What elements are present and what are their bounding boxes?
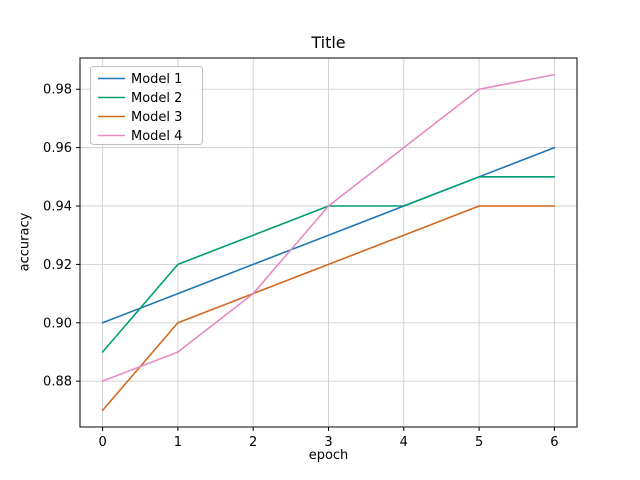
x-tick-label: 3 [324, 435, 332, 450]
y-tick-label: 0.88 [43, 375, 72, 390]
y-tick-label: 0.96 [43, 141, 72, 156]
x-tick-label: 0 [98, 435, 106, 450]
legend-label: Model 2 [131, 91, 182, 106]
tick-labels: 0 1 2 3 4 5 6 0.88 0.90 0.92 0.94 0.96 0.98 [43, 83, 559, 450]
legend-label: Model 3 [131, 110, 182, 125]
x-tick-label: 2 [249, 435, 257, 450]
y-tick-label: 0.90 [43, 316, 72, 331]
x-tick-label: 4 [400, 435, 408, 450]
y-tick-label: 0.94 [43, 200, 72, 215]
y-tick-label: 0.98 [43, 83, 72, 98]
x-tick-label: 6 [550, 435, 558, 450]
legend-label: Model 1 [131, 72, 182, 87]
gridlines [80, 58, 577, 427]
x-tick-label: 5 [475, 435, 483, 450]
x-axis-label: epoch [308, 448, 349, 463]
y-axis-label: accuracy [17, 212, 33, 272]
line-model-4 [101, 73, 556, 382]
tick-marks [76, 88, 555, 431]
legend-label: Model 4 [131, 129, 182, 144]
chart-title: Title [311, 33, 346, 52]
x-tick-label: 1 [174, 435, 182, 450]
line-model-3 [101, 205, 556, 412]
legend: Model 1 Model 2 Model 3 Model 4 [90, 66, 203, 145]
y-tick-label: 0.92 [43, 258, 72, 273]
legend-box [90, 66, 203, 145]
